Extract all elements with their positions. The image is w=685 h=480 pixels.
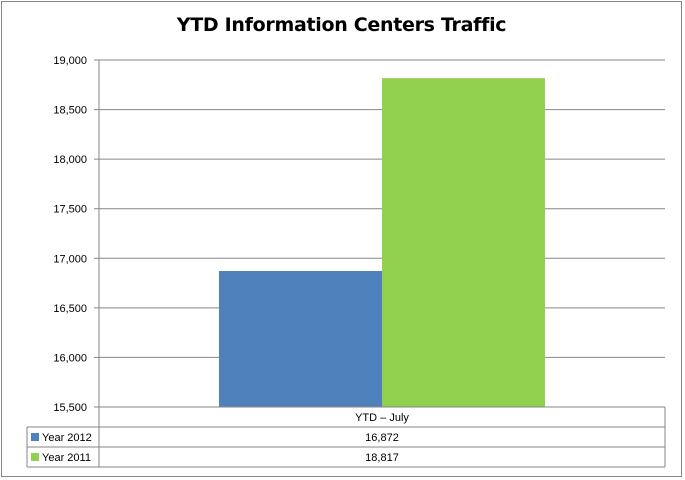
data-table-value: 16,872 (365, 432, 399, 444)
x-tick-label: YTD – July (355, 412, 409, 424)
y-tick-label: 18,500 (53, 105, 87, 117)
y-tick-label: 17,500 (53, 204, 87, 216)
y-tick-label: 16,500 (53, 303, 87, 315)
legend-label: Year 2011 (42, 452, 91, 464)
legend-key (31, 453, 39, 461)
y-tick-label: 17,000 (53, 253, 87, 265)
legend-label: Year 2012 (42, 432, 92, 444)
bar-year-2011 (382, 78, 545, 408)
data-table-value: 18,817 (365, 452, 399, 464)
legend-key (31, 433, 39, 441)
chart-title: YTD Information Centers Traffic (176, 14, 507, 36)
bar-year-2012 (219, 270, 382, 407)
y-tick-label: 16,000 (53, 352, 87, 364)
y-tick-label: 15,500 (53, 402, 87, 414)
y-tick-label: 18,000 (53, 154, 87, 166)
y-tick-label: 19,000 (53, 55, 87, 67)
